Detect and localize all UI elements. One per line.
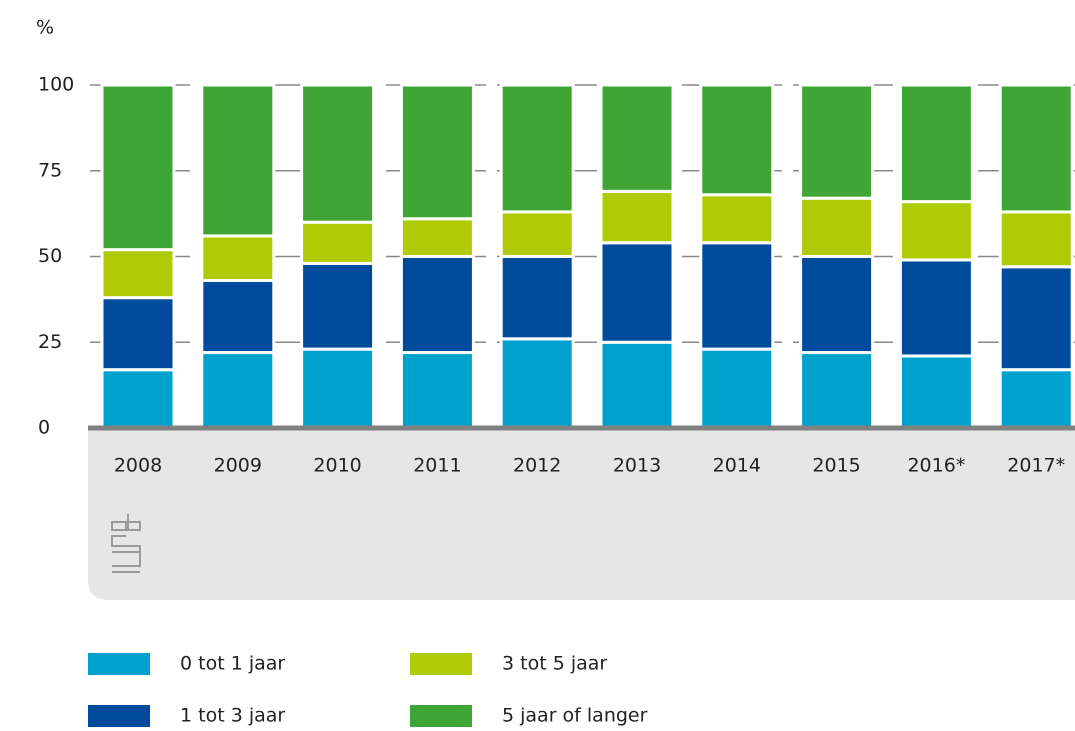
- x-tick-label: 2017*: [1007, 455, 1065, 477]
- y-tick-label: 0: [38, 417, 50, 439]
- bar-segment: [799, 196, 875, 259]
- bar-segment: [898, 258, 974, 358]
- legend-label: 5 jaar of langer: [502, 705, 648, 727]
- bar-segment: [699, 83, 775, 197]
- bar-segment: [499, 83, 575, 214]
- bar-segment: [200, 279, 276, 355]
- bar-segment: [699, 347, 775, 430]
- legend-label: 3 tot 5 jaar: [502, 653, 607, 675]
- bar-segment: [499, 210, 575, 259]
- bar-segment: [300, 347, 376, 430]
- x-tick-label: 2010: [313, 455, 361, 477]
- y-tick-label: 50: [38, 245, 62, 267]
- bar-segment: [599, 83, 675, 193]
- bar-segment: [399, 255, 475, 355]
- bar-segment: [799, 351, 875, 430]
- bar-segment: [799, 255, 875, 355]
- bar-segment: [699, 193, 775, 245]
- bar-segment: [200, 351, 276, 430]
- bar-segment: [499, 255, 575, 341]
- legend-swatch: [88, 705, 150, 727]
- y-tick-label: 75: [38, 159, 62, 181]
- legend-swatch: [410, 653, 472, 675]
- cbs-logo: [111, 514, 141, 573]
- axis-panel: [88, 428, 1075, 600]
- x-tick-label: 2013: [613, 455, 661, 477]
- x-tick-label: 2009: [214, 455, 262, 477]
- bar-segment: [100, 248, 176, 300]
- legend-swatch: [410, 705, 472, 727]
- bar-segment: [699, 241, 775, 351]
- x-tick-label: 2011: [413, 455, 461, 477]
- bar-segment: [100, 368, 176, 430]
- bar-segment: [998, 83, 1074, 214]
- bar-segment: [300, 261, 376, 351]
- bar-segment: [399, 217, 475, 259]
- bar-segment: [100, 296, 176, 372]
- bar-segment: [200, 83, 276, 238]
- x-tick-label: 2012: [513, 455, 561, 477]
- bar-segment: [799, 83, 875, 200]
- bar-segment: [300, 220, 376, 265]
- bar-segment: [599, 189, 675, 245]
- bar-segment: [898, 354, 974, 430]
- x-tick-label: 2016*: [907, 455, 965, 477]
- bar-segment: [399, 83, 475, 221]
- bar-segment: [399, 351, 475, 430]
- bar-segment: [898, 200, 974, 262]
- legend-label: 0 tot 1 jaar: [180, 653, 285, 675]
- bar-segment: [998, 265, 1074, 372]
- legend-swatch: [88, 653, 150, 675]
- bar-segment: [998, 368, 1074, 430]
- x-tick-label: 2014: [713, 455, 761, 477]
- bar-segment: [599, 340, 675, 430]
- legend-label: 1 tot 3 jaar: [180, 705, 285, 727]
- x-tick-label: 2008: [114, 455, 162, 477]
- bar-segment: [499, 337, 575, 430]
- bar-segment: [100, 83, 176, 252]
- y-tick-label: 25: [38, 331, 62, 353]
- bar-segment: [898, 83, 974, 204]
- bar-segment: [998, 210, 1074, 269]
- y-tick-label: 100: [38, 74, 74, 96]
- y-axis-label: %: [36, 17, 54, 39]
- x-tick-label: 2015: [812, 455, 860, 477]
- bar-segment: [200, 234, 276, 283]
- bar-segment: [599, 241, 675, 344]
- bar-segment: [300, 83, 376, 224]
